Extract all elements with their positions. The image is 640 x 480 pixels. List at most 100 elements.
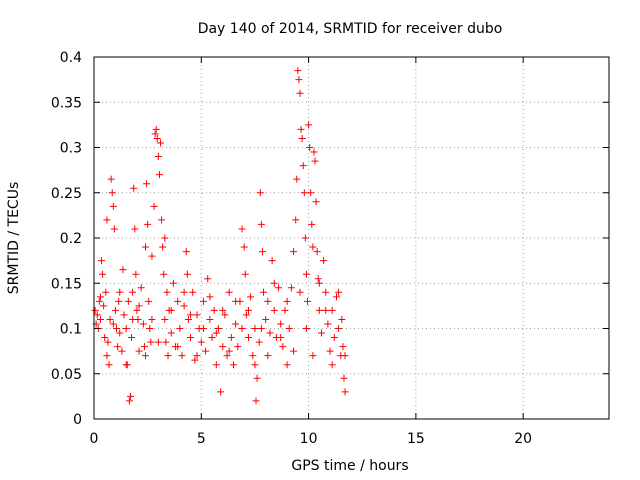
data-point xyxy=(103,216,111,224)
y-tick-label: 0.1 xyxy=(60,322,82,338)
data-point xyxy=(270,306,278,314)
data-point xyxy=(150,202,158,210)
data-point xyxy=(206,315,214,323)
data-point xyxy=(266,329,274,337)
y-tick-label: 0.35 xyxy=(51,95,82,111)
data-point xyxy=(118,347,126,355)
data-point xyxy=(232,320,240,328)
data-point xyxy=(251,325,259,332)
data-point xyxy=(262,315,270,323)
data-point xyxy=(219,306,227,314)
data-point xyxy=(285,325,293,332)
tick-labels: 0 5 10 15 20 0 0.05 0.1 0.15 0.2 0.25 0.3 0.35 0.4 xyxy=(51,50,532,447)
data-point xyxy=(247,293,255,301)
data-point xyxy=(277,334,285,342)
data-point xyxy=(148,252,156,260)
data-point xyxy=(178,352,186,360)
data-point xyxy=(256,189,264,197)
data-point xyxy=(260,288,268,296)
data-point xyxy=(96,293,104,301)
data-point xyxy=(214,325,222,332)
data-point xyxy=(152,125,160,133)
data-point xyxy=(160,270,168,278)
data-point xyxy=(315,306,323,314)
data-point xyxy=(193,352,201,360)
data-point xyxy=(312,198,320,206)
data-point xyxy=(300,189,308,197)
data-point xyxy=(129,315,137,323)
data-point xyxy=(308,220,316,228)
data-point xyxy=(253,374,261,382)
data-point xyxy=(132,270,140,278)
data-point xyxy=(163,288,171,296)
data-point xyxy=(100,302,108,310)
data-point xyxy=(304,297,312,305)
data-point xyxy=(212,329,220,337)
data-point xyxy=(187,334,195,342)
y-tick-label: 0.05 xyxy=(51,367,82,383)
data-point xyxy=(297,125,305,133)
data-point xyxy=(111,306,119,314)
data-point xyxy=(309,243,317,251)
data-point xyxy=(328,306,336,314)
data-point xyxy=(315,279,323,287)
x-tick-label: 10 xyxy=(300,431,318,447)
data-point xyxy=(135,347,143,355)
data-point xyxy=(313,248,321,256)
data-point xyxy=(126,392,134,400)
y-tick-label: 0.15 xyxy=(51,276,82,292)
data-point xyxy=(146,325,154,332)
y-tick-label: 0.4 xyxy=(60,50,82,66)
data-point xyxy=(107,175,115,183)
x-tick-label: 20 xyxy=(514,431,532,447)
data-point xyxy=(158,216,166,224)
data-point xyxy=(311,157,319,165)
data-point xyxy=(174,297,182,305)
data-point xyxy=(116,288,124,296)
data-point xyxy=(104,338,112,346)
data-point xyxy=(113,325,121,332)
data-point xyxy=(317,329,325,337)
data-point xyxy=(176,325,184,332)
data-point xyxy=(199,325,207,332)
data-point xyxy=(154,338,162,346)
data-point xyxy=(180,302,188,310)
data-point xyxy=(245,306,252,314)
data-point xyxy=(105,361,113,369)
data-point xyxy=(167,306,175,314)
data-point xyxy=(287,284,295,292)
grid-lines xyxy=(94,57,609,419)
data-point xyxy=(296,288,304,296)
data-point xyxy=(322,288,330,296)
data-point xyxy=(255,338,263,346)
data-point xyxy=(210,306,218,314)
data-point xyxy=(204,275,212,283)
data-point xyxy=(129,288,137,296)
data-point xyxy=(249,352,257,360)
data-point xyxy=(324,320,332,328)
data-point xyxy=(161,234,169,242)
y-axis-label: SRMTID / TECUs xyxy=(6,182,22,295)
data-point xyxy=(306,144,314,151)
data-point xyxy=(264,297,272,305)
data-point xyxy=(217,388,225,396)
data-point xyxy=(302,325,310,332)
data-point xyxy=(106,315,114,323)
data-point xyxy=(257,220,265,228)
data-point xyxy=(328,361,336,369)
data-point xyxy=(258,248,266,256)
data-point xyxy=(101,334,109,342)
data-point xyxy=(290,347,298,355)
data-point xyxy=(309,352,317,360)
data-point xyxy=(145,297,153,305)
data-point xyxy=(116,329,124,337)
y-tick-label: 0.3 xyxy=(60,141,82,157)
data-point xyxy=(241,270,249,278)
plot-frame xyxy=(93,56,610,420)
data-point xyxy=(335,325,343,332)
data-point xyxy=(340,374,348,382)
y-tick-label: 0.2 xyxy=(60,231,82,247)
data-point xyxy=(122,325,130,332)
data-point xyxy=(135,302,143,310)
